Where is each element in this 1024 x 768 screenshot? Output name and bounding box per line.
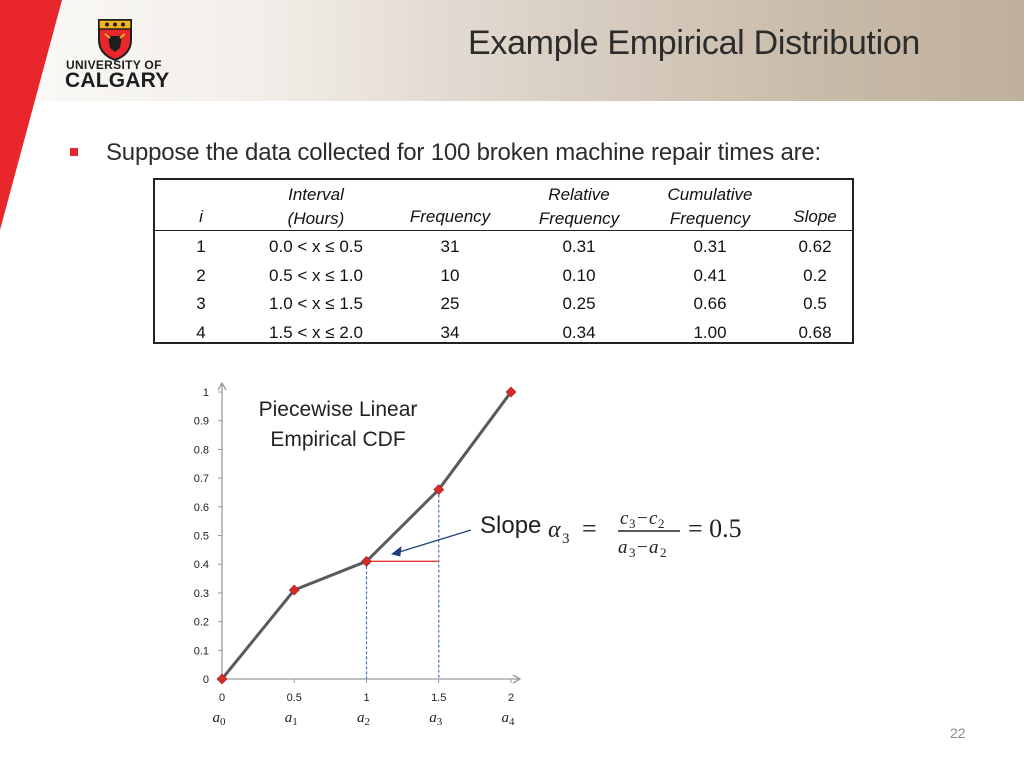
logo-text-line2: CALGARY bbox=[65, 69, 170, 92]
y-tick-label: 0.9 bbox=[194, 416, 209, 428]
cell-row1-slope: 0.62 bbox=[798, 237, 832, 256]
logo-text-line1: UNIVERSITY OF bbox=[66, 58, 162, 72]
svg-text:α: α bbox=[548, 517, 561, 543]
x-tick-label: 1 bbox=[363, 692, 369, 704]
svg-text:a: a bbox=[618, 537, 628, 558]
x-axis-arrow bbox=[512, 674, 522, 684]
frequency-table: i Interval (Hours) Frequency Relative Freq… bbox=[153, 178, 854, 344]
y-tick-label: 0.6 bbox=[194, 502, 209, 514]
header-col-frequency: Frequency bbox=[409, 207, 491, 226]
bullet-text: Suppose the data collected for 100 broke… bbox=[106, 139, 822, 166]
x-sublabel-a1: a1 bbox=[285, 710, 298, 728]
header-col-interval: Interval (Hours) bbox=[287, 185, 345, 228]
cell-row2-slope: 0.2 bbox=[803, 265, 827, 285]
y-tick-label: 0.3 bbox=[194, 588, 209, 600]
svg-text:a: a bbox=[649, 537, 659, 558]
x-tick-label: 2 bbox=[508, 692, 514, 704]
cell-row2-cumulative-frequency: 0.41 bbox=[693, 265, 727, 285]
chart-title-line1: Piecewise Linear bbox=[258, 398, 418, 421]
bullet-marker bbox=[70, 148, 78, 156]
y-tick-label: 0.5 bbox=[194, 531, 209, 543]
y-tick-label: 0.7 bbox=[194, 473, 209, 485]
x-sublabel-a2: a2 bbox=[357, 710, 370, 728]
x-sublabel-a4: a4 bbox=[502, 710, 516, 728]
cell-row2-i: 2 bbox=[196, 265, 206, 285]
cell-row4-slope: 0.68 bbox=[798, 323, 832, 343]
cell-row1-cumulative-frequency: 0.31 bbox=[693, 237, 727, 256]
cell-row3-interval: 1.0 < x ≤ 1.5 bbox=[269, 294, 363, 314]
svg-text:2: 2 bbox=[658, 516, 665, 531]
y-tick-label: 0 bbox=[203, 674, 209, 686]
svg-text:c: c bbox=[620, 508, 629, 529]
header-col-cumulative-frequency: Cumulative Frequency bbox=[667, 185, 753, 228]
cell-row4-cumulative-frequency: 1.00 bbox=[693, 323, 727, 343]
cdf-point bbox=[288, 584, 300, 596]
cell-row1-interval: 0.0 < x ≤ 0.5 bbox=[269, 237, 363, 256]
svg-text:2: 2 bbox=[660, 545, 667, 560]
cdf-point bbox=[505, 386, 517, 398]
cell-row4-interval: 1.5 < x ≤ 2.0 bbox=[269, 323, 363, 343]
cell-row4-frequency: 34 bbox=[440, 323, 460, 343]
university-logo: UNIVERSITY OF CALGARY bbox=[60, 14, 170, 94]
header-col-slope: Slope bbox=[793, 207, 837, 226]
header-col-i: i bbox=[199, 207, 203, 226]
svg-text:c: c bbox=[649, 508, 658, 529]
svg-text:3: 3 bbox=[562, 531, 570, 547]
y-tick-label: 0.2 bbox=[194, 617, 209, 629]
x-sublabel-a0: a0 bbox=[213, 710, 227, 728]
slope-annotation: Slope bbox=[480, 512, 541, 540]
cell-row1-relative-frequency: 0.31 bbox=[562, 237, 596, 256]
cell-row2-relative-frequency: 0.10 bbox=[562, 265, 596, 285]
y-tick-label: 1 bbox=[203, 387, 209, 399]
y-tick-label: 0.8 bbox=[194, 444, 209, 456]
svg-text:=: = bbox=[582, 514, 597, 543]
svg-text:−: − bbox=[637, 537, 648, 558]
x-tick-label: 0 bbox=[219, 692, 225, 704]
cell-row3-cumulative-frequency: 0.66 bbox=[693, 294, 727, 314]
annotation-arrow bbox=[395, 529, 472, 554]
cell-row3-i: 3 bbox=[196, 294, 206, 314]
cell-row3-frequency: 25 bbox=[440, 294, 460, 314]
cdf-point bbox=[361, 555, 372, 567]
cell-row1-i: 1 bbox=[196, 237, 206, 256]
svg-text:−: − bbox=[637, 508, 648, 529]
y-axis-arrow bbox=[217, 381, 227, 391]
cdf-point bbox=[433, 484, 445, 496]
slide-header bbox=[0, 0, 1024, 101]
header-divider bbox=[155, 230, 852, 231]
x-tick-label: 1.5 bbox=[431, 692, 446, 704]
annotation-arrowhead bbox=[391, 546, 402, 557]
cell-row3-relative-frequency: 0.25 bbox=[562, 294, 596, 314]
slope-equation: α 3 = c 3 − c 2 a 3 − a 2 = 0.5 bbox=[548, 508, 742, 560]
cdf-point bbox=[216, 673, 228, 685]
slope-label: Slope bbox=[480, 512, 542, 539]
cell-row2-frequency: 10 bbox=[440, 265, 460, 285]
equation-result: = 0.5 bbox=[688, 514, 742, 543]
y-tick-label: 0.1 bbox=[194, 645, 209, 657]
cell-row3-slope: 0.5 bbox=[803, 294, 827, 314]
slide-title: Example Empirical Distribution bbox=[468, 24, 921, 62]
svg-text:3: 3 bbox=[629, 516, 636, 531]
y-tick-label: 0.4 bbox=[194, 559, 209, 571]
page-number: 22 bbox=[950, 725, 966, 741]
x-sublabel-a3: a3 bbox=[429, 710, 443, 728]
crest-icon bbox=[98, 19, 132, 62]
chart-title-line2: Empirical CDF bbox=[270, 428, 406, 451]
cell-row4-i: 4 bbox=[196, 323, 206, 343]
chart-title: Piecewise Linear Empirical CDF bbox=[238, 395, 438, 455]
cell-row4-relative-frequency: 0.34 bbox=[562, 323, 596, 343]
header-col-relative-frequency: Relative Frequency bbox=[538, 185, 620, 228]
svg-text:3: 3 bbox=[629, 545, 636, 560]
x-tick-label: 0.5 bbox=[287, 692, 302, 704]
cell-row1-frequency: 31 bbox=[440, 237, 460, 256]
cell-row2-interval: 0.5 < x ≤ 1.0 bbox=[269, 265, 363, 285]
